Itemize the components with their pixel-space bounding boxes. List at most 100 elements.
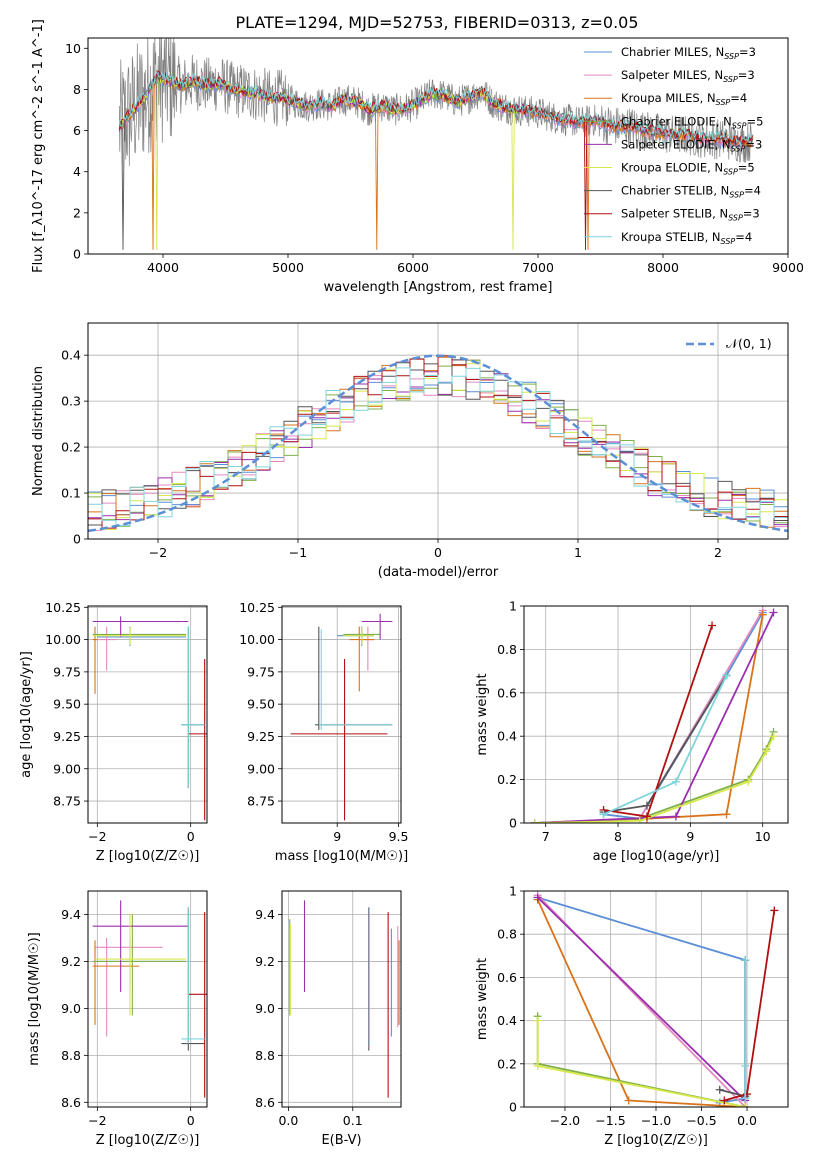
y-axis-label: Flux [f_λ10^-17 erg cm^-2 s^-1 A^-1] bbox=[31, 19, 46, 273]
legend-entry: Kroupa MILES, NSSP=4 bbox=[621, 91, 747, 107]
y-tick-label: 9.25 bbox=[247, 729, 275, 744]
legend-entry: Salpeter MILES, NSSP=3 bbox=[621, 68, 755, 84]
y-tick-label: 9.25 bbox=[53, 729, 81, 744]
spectrum-model-line bbox=[118, 70, 754, 250]
y-tick-label: 10.00 bbox=[239, 632, 275, 647]
weight-marker bbox=[744, 777, 753, 786]
grid-group bbox=[88, 891, 207, 1107]
y-tick-label: 2 bbox=[73, 205, 81, 220]
y-tick-label: 0.2 bbox=[497, 1056, 517, 1071]
weight-marker bbox=[741, 956, 750, 965]
weight-marker bbox=[769, 608, 778, 617]
x-tick-label: 7 bbox=[542, 829, 550, 844]
plot-area bbox=[533, 891, 779, 1107]
x-tick-label: 0 bbox=[434, 545, 442, 560]
plot-area bbox=[92, 616, 207, 821]
y-tick-label: 8.8 bbox=[61, 1048, 81, 1063]
x-axis-label: E(B-V) bbox=[321, 1133, 361, 1148]
y-tick-label: 0.3 bbox=[61, 394, 81, 409]
x-tick-label: 0.0 bbox=[278, 1113, 298, 1128]
y-axis-label: mass weight bbox=[475, 673, 490, 755]
x-tick-label: −1 bbox=[289, 545, 307, 560]
plot-area bbox=[289, 900, 400, 1098]
weight-marker bbox=[715, 1085, 724, 1094]
weight-marker bbox=[762, 747, 771, 756]
x-tick-label: 9 bbox=[333, 829, 341, 844]
axes-frame bbox=[523, 890, 789, 1108]
y-tick-label: 0 bbox=[509, 816, 517, 831]
y-tick-label: 1 bbox=[509, 599, 517, 614]
weight-marker bbox=[770, 906, 779, 915]
y-tick-label: 0 bbox=[73, 247, 81, 262]
weight-marker bbox=[533, 1061, 542, 1070]
x-tick-label: 4000 bbox=[147, 260, 179, 275]
x-axis-label: wavelength [Angstrom, rest frame] bbox=[324, 280, 553, 295]
y-axis-label: mass weight bbox=[475, 958, 490, 1040]
y-tick-label: 0 bbox=[509, 1100, 517, 1115]
grid-group bbox=[282, 606, 401, 823]
panel-weight-vs-age: 7 8 9 10 0 0.2 0.4 0.6 0.8 1 age [log10(age/yr)] ma… bbox=[475, 599, 789, 864]
y-tick-label: 0 bbox=[73, 532, 81, 547]
legend-entry: Salpeter STELIB, NSSP=3 bbox=[621, 207, 760, 223]
y-tick-label: 0.6 bbox=[497, 970, 517, 985]
weight-marker bbox=[533, 893, 542, 902]
spectrum-model-line bbox=[118, 74, 520, 129]
plot-area bbox=[88, 354, 788, 533]
weight-marker bbox=[722, 671, 731, 680]
x-tick-label: 0.0 bbox=[737, 1113, 757, 1128]
y-tick-label: 8.6 bbox=[61, 1095, 81, 1110]
y-tick-label: 10.25 bbox=[239, 600, 275, 615]
x-axis-label: Z [log10(Z/Z☉)] bbox=[96, 849, 200, 864]
x-tick-label: 8 bbox=[614, 829, 622, 844]
legend-entry: Chabrier ELODIE, NSSP=5 bbox=[621, 114, 763, 130]
figure-title: PLATE=1294, MJD=52753, FIBERID=0313, z=0… bbox=[235, 13, 638, 32]
weight-marker bbox=[642, 812, 651, 821]
y-tick-label: 9.00 bbox=[247, 761, 275, 776]
axes-frame bbox=[281, 605, 402, 824]
y-tick-label: 9.75 bbox=[53, 664, 81, 679]
plot-area bbox=[118, 38, 754, 250]
weight-marker bbox=[741, 1061, 750, 1070]
y-tick-label: 8.75 bbox=[247, 794, 275, 809]
legend-entry: 𝒩(0, 1) bbox=[726, 336, 772, 351]
y-tick-label: 0.2 bbox=[61, 440, 81, 455]
x-axis-label: (data-model)/error bbox=[378, 565, 499, 580]
axes-frame bbox=[87, 890, 208, 1108]
x-tick-label: 7000 bbox=[522, 260, 554, 275]
y-axis-label: Normed distribution bbox=[31, 366, 46, 496]
axes-frame bbox=[87, 322, 789, 540]
plot-area bbox=[290, 613, 393, 821]
histogram-step bbox=[88, 355, 788, 529]
panel-spectrum: 4000 5000 6000 7000 8000 9000 0 2 4 6 8 10 wavelengt… bbox=[31, 19, 804, 295]
legend-entry: Chabrier MILES, NSSP=3 bbox=[621, 45, 756, 61]
y-tick-label: 9.4 bbox=[255, 907, 275, 922]
y-tick-label: 0.1 bbox=[61, 486, 81, 501]
x-tick-label: −1.0 bbox=[641, 1113, 671, 1128]
histogram-step bbox=[88, 367, 788, 526]
x-axis-label: Z [log10(Z/Z☉)] bbox=[604, 1133, 708, 1148]
weight-marker bbox=[708, 621, 717, 630]
y-tick-label: 9.2 bbox=[61, 954, 81, 969]
spectrum-model-line bbox=[118, 71, 754, 147]
weight-marker bbox=[624, 1096, 633, 1105]
y-tick-label: 8.8 bbox=[255, 1048, 275, 1063]
legend-entry: Salpeter ELODIE, NSSP=3 bbox=[621, 137, 762, 153]
axes-frame bbox=[87, 37, 789, 255]
x-tick-label: 6000 bbox=[397, 260, 429, 275]
y-tick-label: 9.00 bbox=[53, 761, 81, 776]
y-tick-label: 9.0 bbox=[61, 1001, 81, 1016]
y-tick-label: 6 bbox=[73, 123, 81, 138]
x-tick-label: −2 bbox=[88, 829, 106, 844]
y-tick-label: 10.00 bbox=[45, 632, 81, 647]
weight-marker bbox=[533, 1016, 542, 1025]
x-axis-label: mass [log10(M/M☉)] bbox=[275, 849, 408, 864]
y-tick-label: 0.8 bbox=[497, 642, 517, 657]
panel-age-vs-z: −2 0 8.75 9.00 9.25 9.50 9.75 10.00 10.25 Z [log1… bbox=[19, 600, 208, 864]
legend-entry: Kroupa STELIB, NSSP=4 bbox=[621, 230, 752, 246]
axes-frame bbox=[87, 605, 208, 824]
y-tick-label: 9.50 bbox=[247, 697, 275, 712]
weight-marker bbox=[635, 816, 644, 823]
axes-frame bbox=[281, 890, 402, 1108]
panel-residuals: −2 −1 0 1 2 0 0.1 0.2 0.3 0.4 (data-model)/error No… bbox=[31, 322, 789, 580]
